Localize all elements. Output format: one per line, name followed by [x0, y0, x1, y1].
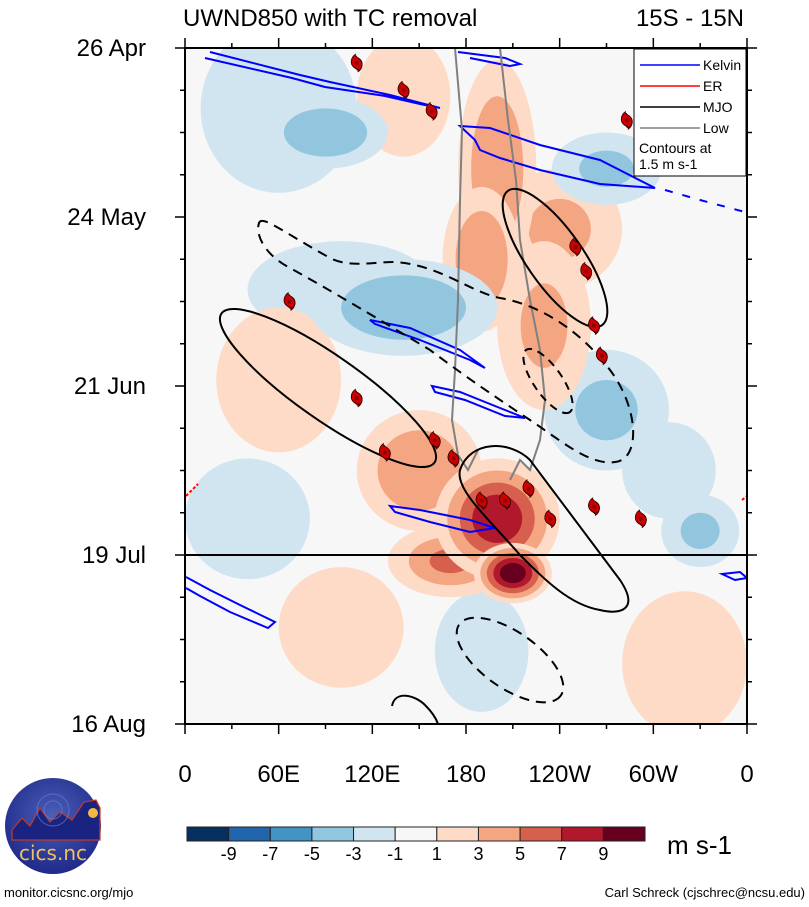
anomaly-patch [278, 567, 404, 688]
anomaly-patch [575, 379, 638, 441]
low-contour [499, 48, 547, 481]
anomaly-patch [520, 283, 568, 368]
x-tick-label: 0 [740, 761, 753, 788]
anomaly-patch [341, 275, 466, 340]
kelvin-contour [185, 576, 277, 630]
chart-title: UWND850 with TC removal [183, 5, 477, 32]
anomaly-patch [579, 150, 634, 187]
anomaly-patch [377, 430, 461, 511]
legend-note-line2: 1.5 m s-1 [639, 156, 698, 172]
er-contour [185, 483, 199, 497]
y-tick-label: 21 Jun [74, 373, 146, 400]
colorbar-units: m s-1 [667, 830, 732, 860]
colorbar-tick-label: -3 [346, 844, 362, 864]
y-tick-label: 19 Jul [82, 542, 146, 569]
colorbar-swatch [394, 826, 438, 842]
colorbar-tick-label: 9 [598, 844, 608, 864]
colorbar-swatch [311, 826, 355, 842]
kelvin-contour [718, 570, 747, 582]
axes: 0 60E 120E 180 120W 60W 0 26 Apr 24 May 21 Jun 19 … [67, 35, 757, 788]
legend-label-er: ER [703, 78, 722, 94]
x-tick-label: 120E [344, 761, 400, 788]
kelvin-contour [457, 124, 656, 189]
chart-subtitle: 15S - 15N [636, 5, 744, 32]
cics-logo: cics.nc [5, 778, 101, 874]
legend-label-low: Low [703, 120, 730, 136]
y-tick-label: 24 May [67, 204, 146, 231]
legend: Kelvin ER MJO Low Contours at 1.5 m s-1 [633, 48, 747, 177]
colorbar-tick-label: 3 [473, 844, 483, 864]
colorbar-tick-label: -5 [304, 844, 320, 864]
colorbar-swatch [561, 826, 604, 842]
colorbar-tick-label: -1 [387, 844, 403, 864]
legend-label-mjo: MJO [703, 99, 733, 115]
anomaly-patch [499, 563, 526, 584]
y-tick-label: 26 Apr [77, 35, 146, 62]
y-tick-label: 16 Aug [71, 711, 146, 738]
mjo-contour-negative [455, 616, 565, 704]
colorbar-tick-label: 1 [432, 844, 442, 864]
legend-note-line1: Contours at [639, 140, 711, 156]
mjo-contour-negative [257, 219, 635, 464]
colorbar-swatch [602, 826, 646, 842]
contours [185, 48, 747, 724]
kelvin-contour [369, 319, 486, 369]
mjo-contour [218, 307, 438, 469]
anomaly-patch [185, 458, 310, 580]
x-tick-label: 0 [178, 761, 191, 788]
kelvin-contour [664, 189, 746, 213]
kelvin-contour [457, 51, 524, 68]
anomaly-patch [622, 591, 747, 724]
colorbar-tick-label: 5 [515, 844, 525, 864]
colorbar-swatch [436, 826, 479, 842]
colorbar-tick-label: 7 [557, 844, 567, 864]
kelvin-contour [430, 384, 526, 419]
colorbar-swatch [477, 826, 521, 842]
mjo-contour-negative [522, 347, 574, 415]
colorbar-swatch [186, 826, 230, 842]
colorbar-tick-label: -7 [262, 844, 278, 864]
mjo-contour [458, 445, 630, 613]
legend-label-kelvin: Kelvin [703, 57, 741, 73]
kelvin-contour [387, 504, 496, 534]
colorbar: -9 -7 -5 -3 -1 1 3 5 7 9 [186, 826, 646, 864]
x-tick-label: 60W [629, 761, 679, 788]
colorbar-swatch [353, 826, 396, 842]
anomaly-patch [216, 307, 342, 453]
anomaly-patch [283, 108, 368, 157]
logo-text: cics.nc [19, 841, 87, 865]
anomaly-patch [434, 591, 529, 712]
mjo-contour [391, 694, 439, 724]
x-tick-label: 120W [528, 761, 591, 788]
colorbar-swatch [228, 826, 271, 842]
anomaly-patch [680, 512, 720, 549]
colorbar-swatch [269, 826, 313, 842]
x-tick-label: 180 [446, 761, 486, 788]
x-tick-label: 60E [257, 761, 300, 788]
footer-url: monitor.cicsnc.org/mjo [4, 885, 133, 900]
mjo-contour [501, 187, 609, 329]
colorbar-tick-label: -9 [221, 844, 237, 864]
colorbar-swatch [519, 826, 563, 842]
footer-credit: Carl Schreck (cjschrec@ncsu.edu) [605, 885, 805, 900]
low-contour [450, 48, 479, 472]
